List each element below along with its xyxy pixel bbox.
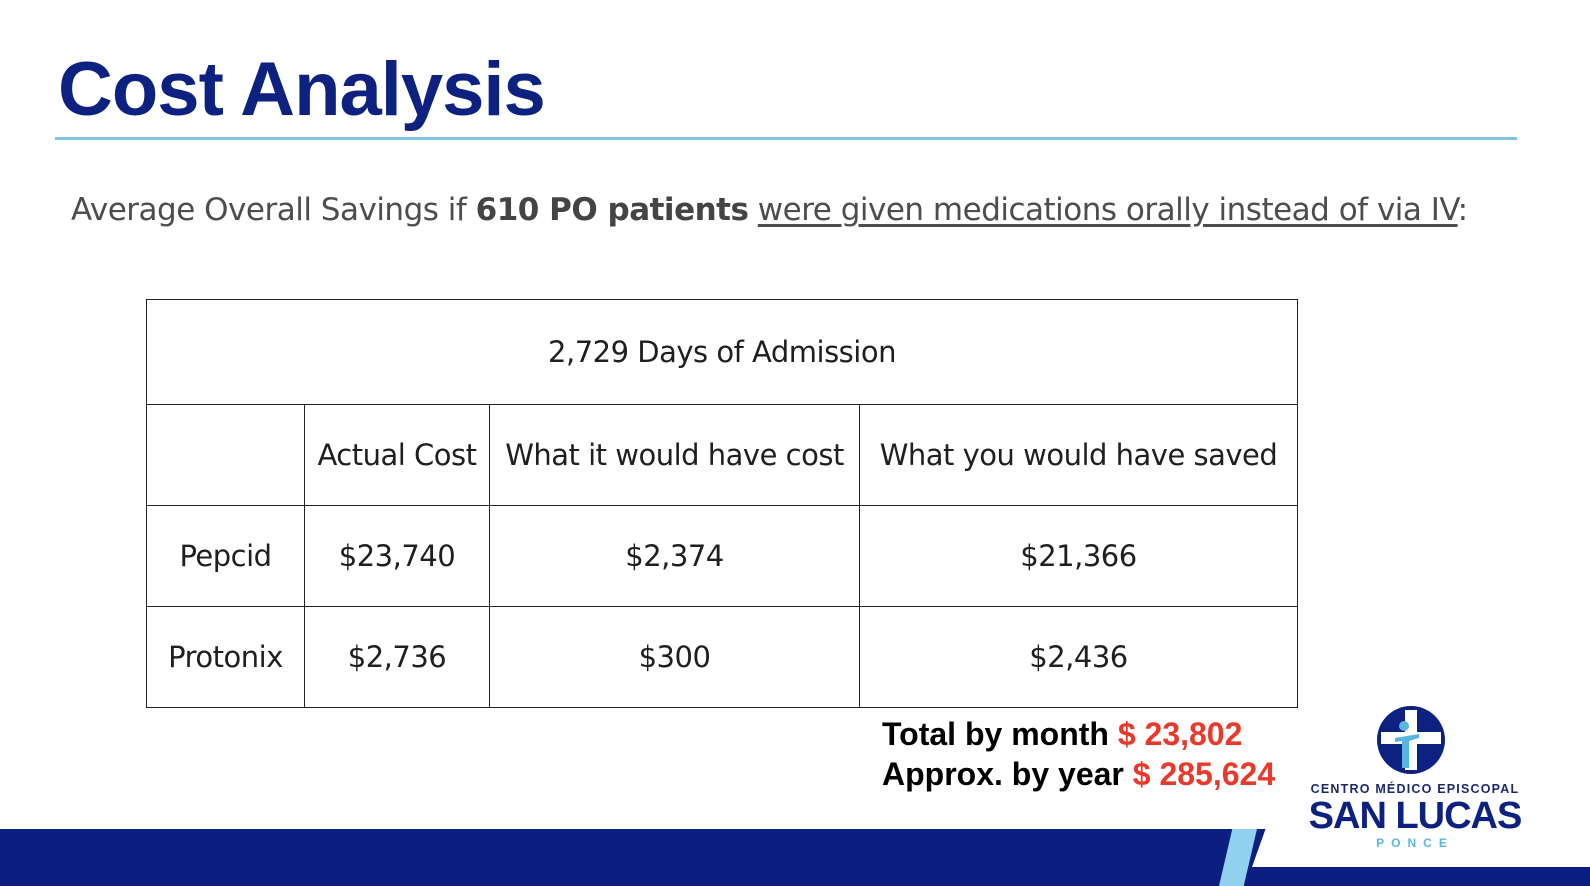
cost-table: 2,729 Days of Admission Actual Cost What… xyxy=(145,299,1299,708)
column-header-would-save: What you would have saved xyxy=(858,404,1299,506)
subtitle-bold: 610 PO patients xyxy=(475,192,749,228)
column-header-row: Actual Cost What it would have cost What… xyxy=(146,404,1299,506)
logo-top-text: CENTRO MÉDICO EPISCOPAL xyxy=(1310,782,1520,796)
approx-by-year-value: $ 285,624 xyxy=(1132,756,1276,792)
row-label: Protonix xyxy=(146,606,305,708)
column-header-empty xyxy=(146,404,305,506)
table-header-cell: 2,729 Days of Admission xyxy=(145,299,1299,405)
column-header-would-cost: What it would have cost xyxy=(489,404,860,506)
title-divider xyxy=(55,137,1517,140)
footer-logo-backdrop xyxy=(1252,829,1590,867)
approx-by-year-label: Approx. by year xyxy=(882,756,1133,792)
column-header-actual-cost: Actual Cost xyxy=(304,404,490,506)
totals-block: Total by month $ 23,802 Approx. by year … xyxy=(882,714,1275,794)
table-row: Protonix $2,736 $300 $2,436 xyxy=(146,606,1299,708)
slide-subtitle: Average Overall Savings if 610 PO patien… xyxy=(71,192,1468,228)
total-by-month-label: Total by month xyxy=(882,716,1118,752)
subtitle-suffix: : xyxy=(1457,192,1468,228)
would-cost-cell: $2,374 xyxy=(489,505,860,607)
table-header-row: 2,729 Days of Admission xyxy=(145,299,1299,405)
saved-cell: $21,366 xyxy=(858,505,1299,607)
actual-cost-cell: $23,740 xyxy=(304,505,490,607)
row-label: Pepcid xyxy=(146,505,305,607)
actual-cost-cell: $2,736 xyxy=(304,606,490,708)
subtitle-prefix: Average Overall Savings if xyxy=(71,192,476,228)
subtitle-underlined: were given medications orally instead of… xyxy=(757,192,1458,228)
saved-cell: $2,436 xyxy=(858,606,1299,708)
slide-title: Cost Analysis xyxy=(58,47,546,132)
subtitle-space xyxy=(748,192,757,228)
table-row: Pepcid $23,740 $2,374 $21,366 xyxy=(146,505,1299,607)
cross-figure-icon xyxy=(1377,706,1445,774)
total-by-month-value: $ 23,802 xyxy=(1117,716,1243,752)
logo-bottom-text: PONCE xyxy=(1376,836,1454,850)
logo-main-text: SAN LUCAS xyxy=(1308,795,1523,837)
would-cost-cell: $300 xyxy=(489,606,860,708)
approx-by-year: Approx. by year $ 285,624 xyxy=(882,754,1275,794)
hospital-logo: CENTRO MÉDICO EPISCOPAL SAN LUCAS PONCE xyxy=(1305,704,1525,854)
total-by-month: Total by month $ 23,802 xyxy=(882,714,1275,754)
